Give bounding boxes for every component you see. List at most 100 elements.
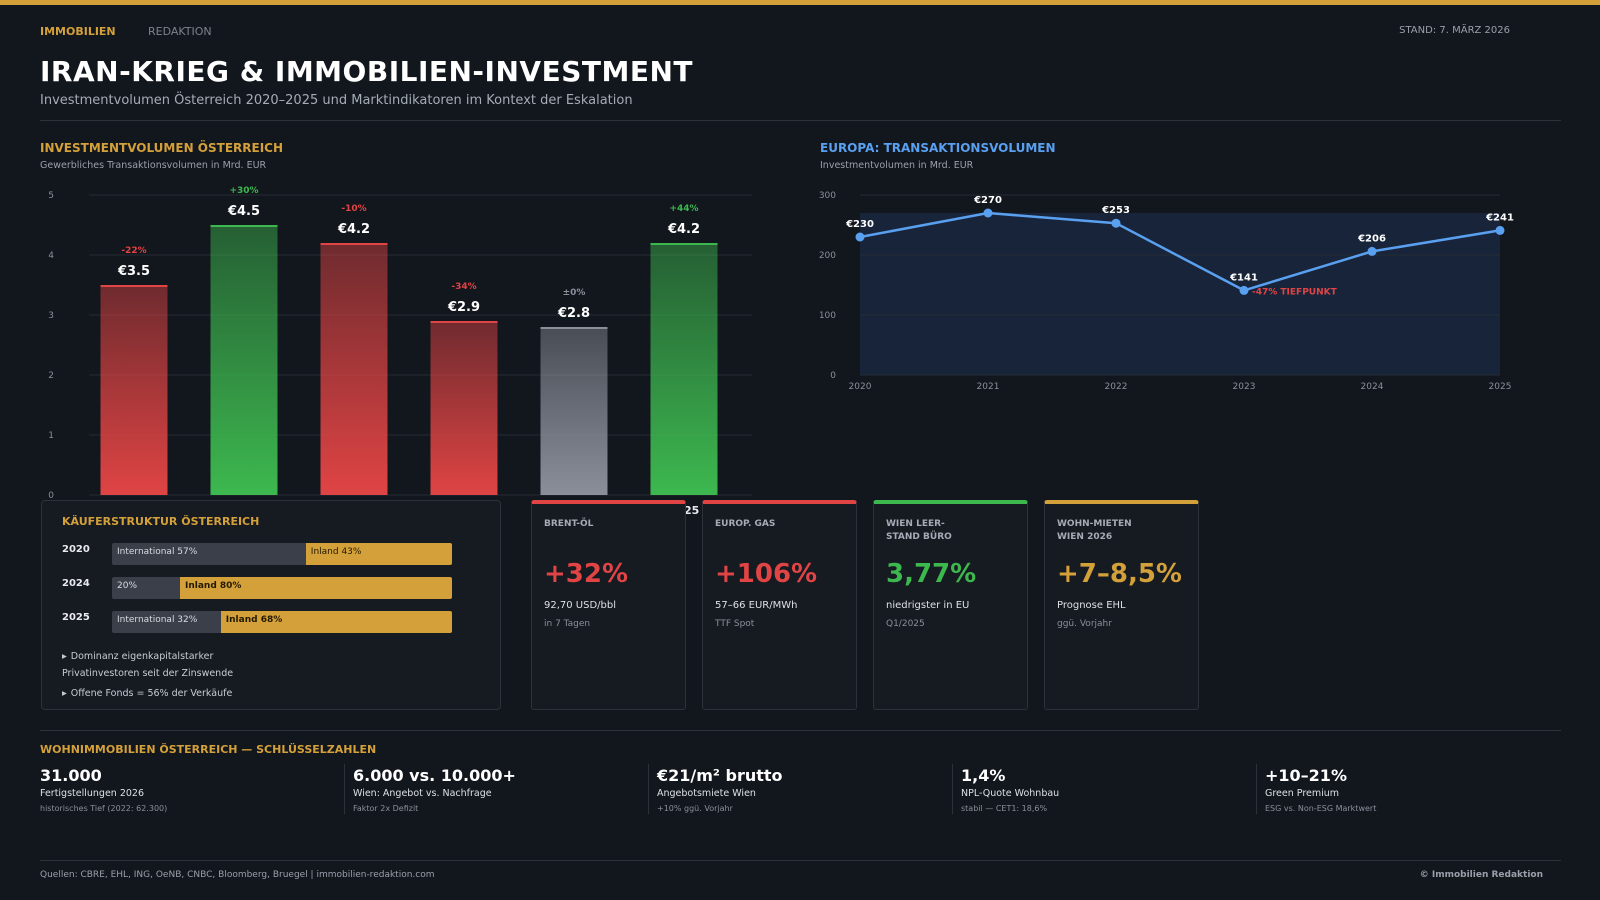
key-figure-label: Fertigstellungen 2026 [40, 788, 145, 799]
note: ▸ Offene Fonds = 56% der Verkäufe [62, 685, 362, 702]
key-figure-note: ESG vs. Non-ESG Marktwert [1265, 804, 1377, 813]
page-subtitle: Investmentvolumen Österreich 2020–2025 u… [40, 93, 633, 108]
value-label: €206 [1357, 233, 1386, 244]
kpi-label-line: BRENT-ÖL [544, 519, 594, 529]
y-tick-label: 200 [819, 251, 836, 261]
y-tick-label: 5 [48, 191, 54, 201]
change-label: +30% [229, 186, 258, 196]
key-figure-value: +10–21% [1265, 766, 1347, 785]
segment-label: International 57% [117, 547, 198, 557]
kpi-value: +32% [544, 559, 629, 589]
key-figure-note: stabil — CET1: 18,6% [961, 804, 1048, 813]
point [1239, 285, 1249, 295]
y-tick-label: 0 [48, 491, 54, 501]
value-label: €241 [1485, 212, 1514, 223]
kpi-label: BRENT-ÖL [544, 518, 593, 531]
annotation: -47% TIEFPUNKT [1252, 287, 1338, 297]
footer-copyright: © Immobilien Redaktion [1419, 870, 1543, 880]
note: ▸ Dominanz eigenkapitalstarker Privatinve… [62, 648, 262, 682]
segment-label: Inland 68% [225, 615, 283, 625]
bar-inland [180, 577, 452, 599]
header-tag: IMMOBILIEN [40, 25, 116, 38]
kpi-value: 3,77% [886, 559, 977, 589]
key-figure: 31.000 Fertigstellungen 2026 historisches … [40, 764, 330, 814]
bar [650, 243, 718, 495]
note-text: Dominanz eigenkapitalstarker Privatinves… [62, 651, 234, 679]
x-tick-label: 2023 [1233, 382, 1256, 392]
kpi-sub: in 7 Tagen [544, 619, 591, 629]
value-label: €4.2 [667, 222, 700, 237]
segment-label: International 32% [117, 615, 198, 625]
value-label: €253 [1101, 205, 1130, 216]
x-tick-label: 2022 [1105, 382, 1128, 392]
divider [40, 730, 1561, 731]
key-figure-label: Wien: Angebot vs. Nachfrage [353, 788, 492, 799]
y-tick-label: 1 [48, 431, 54, 441]
key-figure-note: Faktor 2x Defizit [353, 804, 419, 813]
key-figure-label: Green Premium [1265, 788, 1340, 799]
charts: INVESTMENTVOLUMEN ÖSTERREICH Gewerbliches… [40, 140, 1514, 517]
y-tick-label: 4 [48, 251, 54, 261]
chart-title: INVESTMENTVOLUMEN ÖSTERREICH [40, 140, 283, 155]
chart-subtitle: Gewerbliches Transaktionsvolumen in Mrd.… [40, 160, 267, 171]
kpi-detail: 92,70 USD/bbl [544, 600, 617, 611]
kpi-sub: ggü. Vorjahr [1057, 619, 1112, 629]
point [1367, 246, 1377, 256]
x-tick-label: 2021 [977, 382, 1000, 392]
kpi-detail: 57–66 EUR/MWh [715, 600, 798, 611]
bar [540, 327, 608, 495]
value-label: €270 [973, 195, 1002, 206]
segment-label: 20% [117, 581, 138, 591]
page-title: IRAN-KRIEG & IMMOBILIEN-INVESTMENT [40, 55, 693, 88]
segment-label: Inland 80% [185, 581, 242, 591]
kpi-label: WOHN-MIETEN WIEN 2026 [1057, 518, 1132, 544]
kpi-label: WIEN LEER- STAND BÜRO [886, 518, 952, 544]
point [1495, 225, 1505, 235]
value-label: €2.9 [447, 300, 480, 315]
y-tick-label: 100 [819, 311, 836, 321]
row-year: 2025 [62, 612, 90, 623]
bullet: ▸ [62, 688, 67, 699]
key-figure-value: 6.000 vs. 10.000+ [353, 766, 516, 785]
key-figure-value: 1,4% [961, 766, 1006, 785]
point [1111, 218, 1121, 228]
y-tick-label: 2 [48, 371, 54, 381]
row-year: 2024 [62, 578, 90, 589]
accent-bar [0, 0, 1600, 5]
header-section: REDAKTION [148, 25, 212, 38]
key-figure: 6.000 vs. 10.000+ Wien: Angebot vs. Nachf… [344, 764, 634, 814]
kpi-card: WOHN-MIETEN WIEN 2026 +7–8,5% Prognose EHL g… [1044, 500, 1199, 710]
change-label: -34% [451, 282, 476, 292]
kpi-value: +7–8,5% [1057, 559, 1182, 589]
divider [40, 120, 1561, 121]
value-label: €4.2 [337, 222, 370, 237]
change-label: -10% [341, 204, 366, 214]
header-date: STAND: 7. MÄRZ 2026 [1399, 25, 1510, 36]
kpi-sub: Q1/2025 [886, 619, 925, 629]
bullet: ▸ [62, 651, 67, 662]
change-label: +44% [669, 204, 698, 214]
footer-sources: Quellen: CBRE, EHL, ING, OeNB, CNBC, Blo… [40, 870, 435, 880]
bar [430, 321, 498, 495]
x-tick-label: 2024 [1361, 382, 1384, 392]
y-tick-label: 300 [819, 191, 836, 201]
bar [100, 285, 168, 495]
kpi-card: BRENT-ÖL +32% 92,70 USD/bbl in 7 Tagen [531, 500, 686, 710]
bar [320, 243, 388, 495]
bar-inland [220, 611, 452, 633]
point [983, 208, 993, 218]
key-figure-note: +10% ggü. Vorjahr [657, 804, 733, 813]
row-year: 2020 [62, 544, 90, 555]
x-tick-label: 2020 [849, 382, 872, 392]
kpi-sub: TTF Spot [715, 619, 755, 629]
bar-inland [305, 543, 452, 565]
bar [210, 225, 278, 495]
key-figure-label: Angebotsmiete Wien [657, 788, 756, 799]
point [855, 232, 865, 242]
panel-title: KÄUFERSTRUKTUR ÖSTERREICH [62, 515, 260, 528]
kpi-detail: Prognose EHL [1057, 600, 1126, 611]
y-tick-label: 3 [48, 311, 54, 321]
x-tick-label: 2025 [1489, 382, 1512, 392]
